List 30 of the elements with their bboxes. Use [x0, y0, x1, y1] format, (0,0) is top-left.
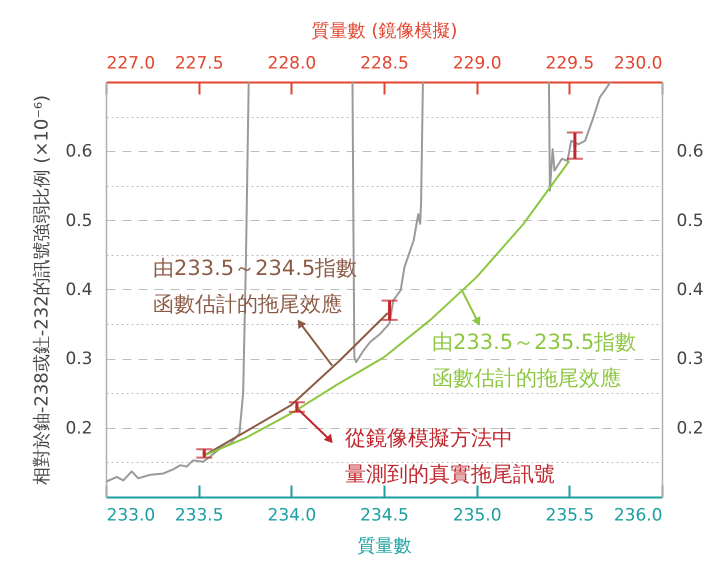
x-axis-title: 質量數 — [358, 536, 412, 556]
x2-tick-label: 230.0 — [614, 54, 662, 74]
y-axis-title: 相對於鈾-238或釷-232的訊號強弱比例 (×10⁻⁶) — [31, 94, 52, 486]
y2-tick-label: 0.2 — [676, 418, 703, 438]
x2-tick-label: 229.5 — [545, 54, 594, 74]
y-tick-label: 0.4 — [65, 280, 92, 300]
x-tick-label: 235.0 — [452, 506, 502, 526]
y2-tick-label: 0.4 — [676, 280, 703, 300]
y-tick-label: 0.2 — [65, 418, 92, 438]
x2-tick-label: 228.0 — [267, 54, 316, 74]
x-tick-label: 236.0 — [614, 506, 662, 526]
y-tick-label: 0.3 — [65, 349, 92, 370]
y2-tick-label: 0.3 — [676, 349, 703, 370]
x-tick-label: 234.5 — [360, 506, 409, 526]
x2-tick-label: 227.5 — [174, 54, 224, 74]
x-tick-label: 234.0 — [267, 506, 316, 526]
y-tick-label: 0.6 — [65, 142, 92, 162]
annotation: 從鏡像模擬方法中量測到的真實拖尾訊號 — [345, 426, 555, 486]
y-tick-label: 0.5 — [65, 210, 92, 231]
x2-tick-label: 227.0 — [106, 54, 156, 74]
x2-tick-label: 228.5 — [360, 54, 409, 74]
x-tick-label: 233.5 — [174, 506, 224, 526]
annotation: 由233.5～235.5指數函數估計的拖尾效應 — [432, 330, 636, 390]
x-tick-label: 233.0 — [106, 506, 156, 526]
x2-tick-label: 229.0 — [452, 54, 502, 74]
x-tick-label: 235.5 — [545, 506, 594, 526]
y2-tick-label: 0.5 — [676, 210, 703, 231]
y2-tick-label: 0.6 — [676, 142, 703, 162]
x2-axis-title: 質量數 (鏡像模擬) — [312, 20, 458, 42]
annotation: 由233.5～234.5指數函數估計的拖尾效應 — [153, 256, 358, 316]
